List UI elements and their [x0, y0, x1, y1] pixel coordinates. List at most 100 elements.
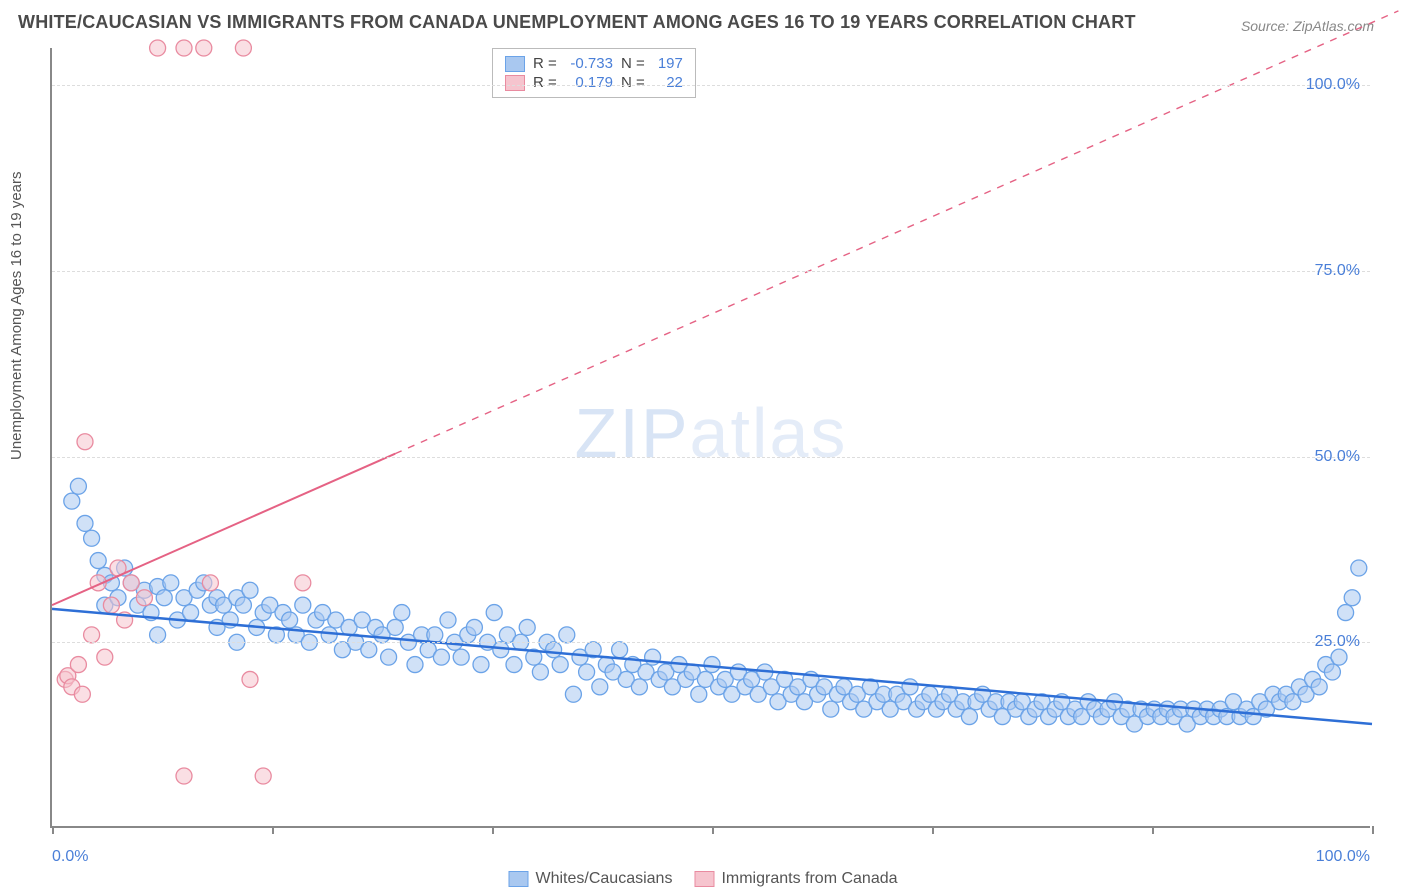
data-point: [381, 649, 397, 665]
data-point: [433, 649, 449, 665]
data-point: [74, 686, 90, 702]
data-point: [77, 434, 93, 450]
y-tick-label: 75.0%: [1315, 262, 1360, 280]
data-point: [532, 664, 548, 680]
r-label-2: R = 0.179: [533, 74, 613, 91]
r-value-2: 0.179: [561, 74, 613, 91]
y-tick-label: 25.0%: [1315, 633, 1360, 651]
r-label-1: R = -0.733: [533, 55, 613, 72]
correlation-legend: R = -0.733 N = 197 R = 0.179 N = 22: [492, 48, 696, 98]
data-point: [1311, 679, 1327, 695]
data-point: [150, 40, 166, 56]
data-point: [176, 40, 192, 56]
data-point: [552, 657, 568, 673]
gridline: [52, 642, 1370, 643]
series-legend: Whites/Caucasians Immigrants from Canada: [508, 870, 897, 888]
data-point: [97, 649, 113, 665]
data-point: [70, 478, 86, 494]
data-point: [579, 664, 595, 680]
plot-svg: [52, 48, 1370, 826]
legend-row-series-1: R = -0.733 N = 197: [505, 54, 683, 73]
data-point: [1344, 590, 1360, 606]
data-point: [70, 657, 86, 673]
data-point: [163, 575, 179, 591]
data-point: [473, 657, 489, 673]
data-point: [255, 768, 271, 784]
data-point: [77, 515, 93, 531]
data-point: [823, 701, 839, 717]
data-point: [466, 619, 482, 635]
x-tick: [1152, 826, 1154, 834]
data-point: [394, 605, 410, 621]
data-point: [1331, 649, 1347, 665]
data-point: [387, 619, 403, 635]
gridline: [52, 271, 1370, 272]
gridline: [52, 85, 1370, 86]
data-point: [546, 642, 562, 658]
x-tick: [52, 826, 54, 834]
data-point: [902, 679, 918, 695]
x-axis-min-label: 0.0%: [52, 848, 88, 866]
data-point: [183, 605, 199, 621]
data-point: [453, 649, 469, 665]
data-point: [361, 642, 377, 658]
data-point: [519, 619, 535, 635]
n-value-1: 197: [649, 55, 683, 72]
x-tick: [932, 826, 934, 834]
data-point: [103, 597, 119, 613]
data-point: [282, 612, 298, 628]
data-point: [196, 40, 212, 56]
data-point: [235, 40, 251, 56]
data-point: [440, 612, 456, 628]
gridline: [52, 457, 1370, 458]
data-point: [64, 493, 80, 509]
data-point: [84, 530, 100, 546]
x-tick: [272, 826, 274, 834]
y-axis-label: Unemployment Among Ages 16 to 19 years: [8, 171, 25, 460]
data-point: [691, 686, 707, 702]
data-point: [202, 575, 218, 591]
plot-area: ZIPatlas R = -0.733 N = 197 R = 0.179 N …: [50, 48, 1370, 828]
legend-label-2: Immigrants from Canada: [721, 870, 897, 888]
trend-line-solid: [52, 609, 1372, 724]
data-point: [1324, 664, 1340, 680]
data-point: [235, 597, 251, 613]
data-point: [242, 582, 258, 598]
data-point: [592, 679, 608, 695]
data-point: [176, 768, 192, 784]
r-value-1: -0.733: [561, 55, 613, 72]
legend-swatch-1: [508, 871, 528, 887]
data-point: [295, 575, 311, 591]
x-axis-max-label: 100.0%: [1316, 848, 1370, 866]
n-value-2: 22: [649, 74, 683, 91]
data-point: [427, 627, 443, 643]
data-point: [1351, 560, 1367, 576]
data-point: [506, 657, 522, 673]
x-tick: [1372, 826, 1374, 834]
data-point: [612, 642, 628, 658]
data-point: [84, 627, 100, 643]
y-tick-label: 50.0%: [1315, 448, 1360, 466]
source-attribution: Source: ZipAtlas.com: [1241, 18, 1374, 34]
data-point: [136, 590, 152, 606]
data-point: [559, 627, 575, 643]
data-point: [90, 553, 106, 569]
data-point: [295, 597, 311, 613]
data-point: [156, 590, 172, 606]
legend-label-1: Whites/Caucasians: [535, 870, 672, 888]
legend-item-series-1: Whites/Caucasians: [508, 870, 672, 888]
data-point: [407, 657, 423, 673]
x-tick: [712, 826, 714, 834]
n-label-1: N = 197: [621, 55, 683, 72]
swatch-series-2: [505, 75, 525, 91]
n-label-2: N = 22: [621, 74, 683, 91]
legend-row-series-2: R = 0.179 N = 22: [505, 73, 683, 92]
x-tick: [492, 826, 494, 834]
data-point: [565, 686, 581, 702]
data-point: [961, 709, 977, 725]
data-point: [486, 605, 502, 621]
data-point: [1338, 605, 1354, 621]
y-tick-label: 100.0%: [1306, 76, 1360, 94]
swatch-series-1: [505, 56, 525, 72]
data-point: [123, 575, 139, 591]
